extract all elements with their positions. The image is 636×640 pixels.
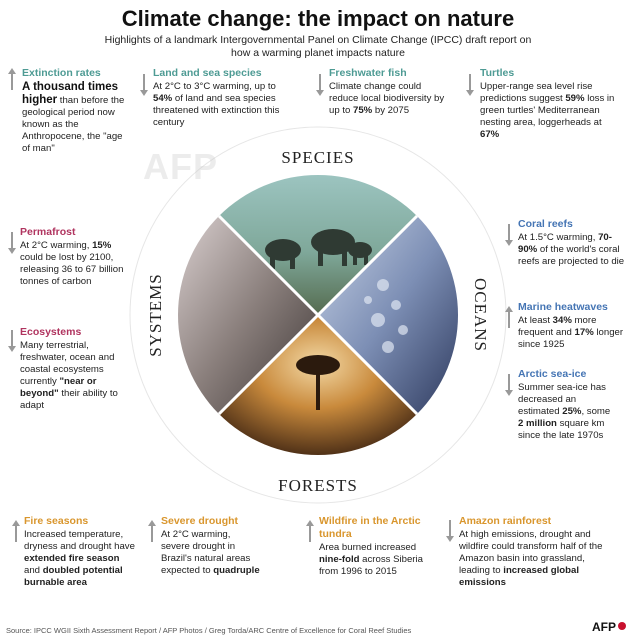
- systems-photo: [177, 216, 318, 414]
- permafrost-title: Permafrost: [20, 226, 76, 238]
- extinction-rates-highlight: A thousand times higher: [22, 81, 119, 106]
- ecosystems-value: "near or beyond": [20, 376, 97, 399]
- arctic-sea-ice-block: Arctic sea-ice Summer sea-ice has decrea…: [518, 368, 618, 442]
- heatwaves-value-2: 17%: [574, 327, 594, 338]
- down-arrow-icon: [8, 232, 16, 254]
- source-credit: Source: IPCC WGII Sixth Assessment Repor…: [6, 626, 412, 635]
- arctic-sea-ice-title: Arctic sea-ice: [518, 368, 587, 380]
- fire-text-1: Increased temperature, dryness and droug…: [24, 529, 135, 552]
- heatwaves-value-1: 34%: [552, 315, 572, 326]
- afp-logo-dot: [618, 622, 626, 630]
- drought-value: quadruple: [213, 565, 260, 576]
- wildfire-value: nine-fold: [319, 554, 360, 565]
- down-arrow-icon: [505, 374, 513, 396]
- extinction-rates-text: than before the geological period now kn…: [22, 95, 125, 154]
- down-arrow-icon: [446, 520, 454, 542]
- wheel-label-systems: SYSTEMS: [146, 273, 165, 357]
- heatwaves-text-3: longer since 1925: [518, 327, 624, 350]
- page-subtitle: Highlights of a landmark Intergovernment…: [104, 34, 532, 59]
- permafrost-text-1: At 2°C warming,: [20, 240, 93, 251]
- afp-logo-text: AFP: [592, 620, 616, 634]
- down-arrow-icon: [8, 330, 16, 352]
- seaice-text-2: , some: [581, 406, 611, 417]
- land-sea-value: 54%: [153, 93, 173, 104]
- fish-text-2: by 2075: [372, 105, 410, 116]
- ecosystems-text-1: Many terrestrial, freshwater, ocean and …: [20, 340, 115, 387]
- arctic-wildfire-title: Wildfire in the Arctic tundra: [319, 515, 421, 540]
- fire-value-1: extended fire season: [24, 553, 120, 564]
- land-sea-species-block: Land and sea species At 2°C to 3°C warmi…: [153, 67, 285, 129]
- fire-text-2: and: [24, 565, 43, 576]
- marine-heatwaves-title: Marine heatwaves: [518, 301, 608, 313]
- down-arrow-icon: [466, 74, 474, 96]
- heatwaves-text-1: At least: [518, 315, 553, 326]
- up-arrow-icon: [8, 68, 16, 90]
- turtles-title: Turtles: [480, 67, 515, 79]
- wheel-label-species: SPECIES: [281, 148, 354, 167]
- impact-wheel: SPECIES FORESTS OCEANS SYSTEMS: [129, 126, 507, 504]
- permafrost-value: 15%: [92, 240, 112, 251]
- seaice-value-1: 25%: [562, 406, 582, 417]
- turtles-text-2: loss in green turtles' Mediterranean nes…: [480, 93, 615, 128]
- extinction-rates-title: Extinction rates: [22, 67, 101, 79]
- coral-reefs-title: Coral reefs: [518, 218, 573, 230]
- permafrost-text-2: could be lost by 2100, releasing 36 to 6…: [20, 252, 124, 287]
- wildfire-text-2: across Siberia from 1996 to 2015: [319, 554, 423, 577]
- wheel-label-forests: FORESTS: [278, 476, 358, 495]
- up-arrow-icon: [505, 306, 513, 328]
- seaice-text-1: Summer sea-ice has decreased an estimate…: [518, 382, 606, 417]
- page-title: Climate change: the impact on nature: [121, 6, 515, 31]
- permafrost-block: Permafrost At 2°C warming, 15% could be …: [20, 226, 128, 288]
- turtles-text-1: Upper-range sea level rise predictions s…: [480, 81, 593, 104]
- oceans-photo: [318, 216, 459, 414]
- down-arrow-icon: [140, 74, 148, 96]
- up-arrow-icon: [306, 520, 314, 542]
- freshwater-fish-block: Freshwater fish Climate change could red…: [329, 67, 447, 117]
- coral-text-1: At 1.5°C warming,: [518, 232, 599, 243]
- severe-drought-title: Severe drought: [161, 515, 239, 527]
- coral-reefs-block: Coral reefs At 1.5°C warming, 70-90% of …: [518, 218, 628, 268]
- arctic-wildfire-block: Wildfire in the Arctic tundra Area burne…: [319, 515, 429, 578]
- amazon-rainforest-title: Amazon rainforest: [459, 515, 552, 527]
- fish-text-1: Climate change could reduce local biodiv…: [329, 81, 445, 116]
- turtles-value-2: 67%: [480, 129, 500, 140]
- fire-value-2: doubled potential burnable area: [24, 565, 123, 588]
- heatwaves-text-2: more frequent and: [518, 315, 597, 338]
- coral-text-2: of the world's coral reefs are projected…: [518, 244, 625, 267]
- ecosystems-title: Ecosystems: [20, 326, 82, 338]
- ecosystems-block: Ecosystems Many terrestrial, freshwater,…: [20, 326, 128, 412]
- amazon-text-1: At high emissions, drought and wildfire …: [459, 529, 603, 576]
- land-sea-text-1: At 2°C to 3°C warming, up to: [153, 81, 276, 92]
- amazon-rainforest-block: Amazon rainforest At high emissions, dro…: [459, 515, 609, 589]
- turtles-block: Turtles Upper-range sea level rise predi…: [480, 67, 620, 141]
- land-sea-text-2: of land and sea species threatened with …: [153, 93, 280, 128]
- down-arrow-icon: [505, 224, 513, 246]
- extinction-rates-block: Extinction rates A thousand times higher…: [22, 67, 130, 155]
- afp-logo: AFP: [592, 620, 626, 634]
- coral-texture: [364, 279, 408, 353]
- coral-value: 70-90%: [518, 232, 612, 255]
- fire-seasons-block: Fire seasons Increased temperature, dryn…: [24, 515, 136, 589]
- ecosystems-text-2: their ability to adapt: [20, 388, 118, 411]
- amazon-value: increased global emissions: [459, 565, 579, 588]
- seaice-value-2: 2 million: [518, 418, 557, 429]
- up-arrow-icon: [148, 520, 156, 542]
- tree-silhouette: [296, 355, 340, 410]
- afp-watermark: AFP: [143, 146, 218, 187]
- turtles-value-1: 59%: [565, 93, 585, 104]
- wheel-label-oceans: OCEANS: [471, 278, 490, 352]
- drought-text-1: At 2°C warming, severe drought in Brazil…: [161, 529, 251, 576]
- marine-heatwaves-block: Marine heatwaves At least 34% more frequ…: [518, 301, 630, 351]
- wildfire-text-1: Area burned increased: [319, 542, 417, 553]
- up-arrow-icon: [12, 520, 20, 542]
- land-sea-species-title: Land and sea species: [153, 67, 262, 79]
- freshwater-fish-title: Freshwater fish: [329, 67, 407, 79]
- severe-drought-block: Severe drought At 2°C warming, severe dr…: [161, 515, 261, 577]
- down-arrow-icon: [316, 74, 324, 96]
- elephant-silhouettes: [265, 229, 372, 269]
- fish-value: 75%: [353, 105, 373, 116]
- seaice-text-3: square km since the late 1970s: [518, 418, 605, 441]
- fire-seasons-title: Fire seasons: [24, 515, 89, 527]
